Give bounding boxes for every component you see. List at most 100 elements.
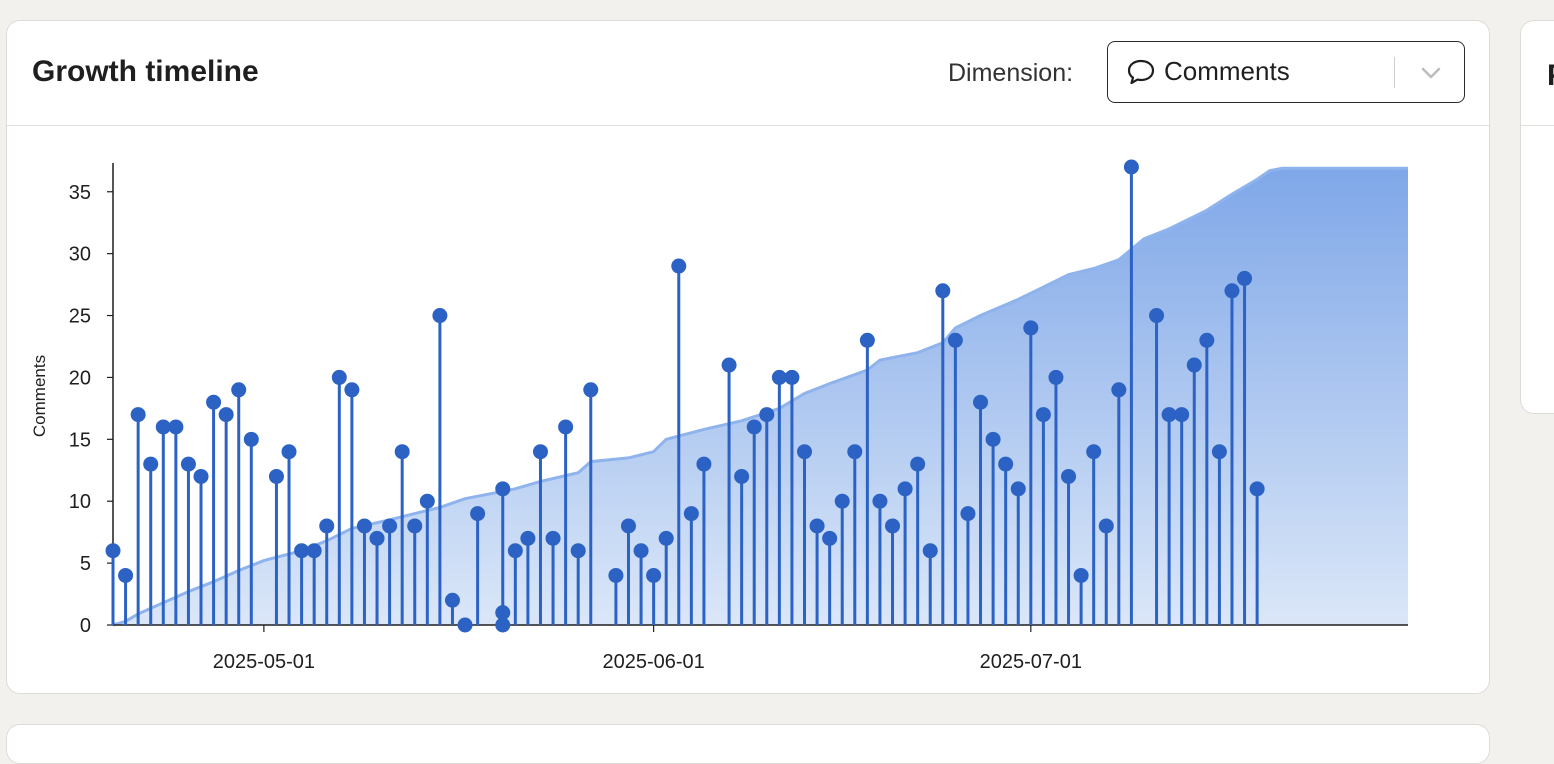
data-point bbox=[746, 419, 762, 435]
data-point bbox=[180, 456, 196, 472]
data-point bbox=[847, 444, 863, 460]
y-tick-label: 5 bbox=[80, 553, 91, 575]
select-separator bbox=[1394, 57, 1395, 88]
y-axis-label: Comments bbox=[30, 355, 49, 437]
data-point bbox=[570, 543, 586, 559]
data-point bbox=[369, 530, 385, 546]
data-point bbox=[947, 332, 963, 348]
data-point bbox=[872, 493, 888, 509]
dimension-select[interactable]: Comments bbox=[1107, 41, 1465, 103]
data-point bbox=[834, 493, 850, 509]
data-point bbox=[130, 407, 146, 423]
data-point bbox=[721, 357, 737, 373]
data-point bbox=[1199, 332, 1215, 348]
data-point bbox=[331, 369, 347, 385]
data-point bbox=[608, 567, 624, 583]
data-point bbox=[973, 394, 989, 410]
data-point bbox=[382, 518, 398, 534]
chart-area: 0 5 10 15 20 25 30 35 Comments 2025-05-01 2025-06-… bbox=[7, 125, 1489, 693]
data-point bbox=[1061, 468, 1077, 484]
data-point bbox=[206, 394, 222, 410]
x-tick-label: 2025-05-01 bbox=[213, 651, 315, 673]
data-point bbox=[1249, 481, 1265, 497]
data-point bbox=[1111, 382, 1127, 398]
data-point bbox=[319, 518, 335, 534]
side-card: P bbox=[1520, 20, 1554, 414]
data-point bbox=[696, 456, 712, 472]
y-tick-label: 15 bbox=[69, 429, 91, 451]
side-card-divider bbox=[1521, 125, 1554, 126]
data-point bbox=[419, 493, 435, 509]
data-point bbox=[243, 431, 259, 447]
side-card-title: P bbox=[1547, 59, 1554, 93]
data-point bbox=[960, 506, 976, 522]
data-point bbox=[545, 530, 561, 546]
growth-timeline-card: Growth timeline Dimension: Comments 0 5 10… bbox=[6, 20, 1490, 694]
data-point bbox=[294, 543, 310, 559]
data-point bbox=[646, 567, 662, 583]
speech-bubble-icon bbox=[1127, 59, 1155, 85]
cumulative-area bbox=[113, 168, 1408, 625]
data-point bbox=[495, 617, 511, 633]
data-point bbox=[558, 419, 574, 435]
data-point bbox=[1073, 567, 1089, 583]
data-point bbox=[734, 468, 750, 484]
data-point bbox=[407, 518, 423, 534]
data-point bbox=[457, 617, 473, 633]
data-point bbox=[1086, 444, 1102, 460]
data-point bbox=[822, 530, 838, 546]
data-point bbox=[193, 468, 209, 484]
data-point bbox=[1023, 320, 1039, 336]
data-point bbox=[1149, 308, 1165, 324]
data-point bbox=[394, 444, 410, 460]
data-point bbox=[998, 456, 1014, 472]
data-point bbox=[784, 369, 800, 385]
data-point bbox=[859, 332, 875, 348]
data-point bbox=[620, 518, 636, 534]
data-point bbox=[281, 444, 297, 460]
y-tick-label: 35 bbox=[69, 182, 91, 204]
data-point bbox=[306, 543, 322, 559]
data-point bbox=[910, 456, 926, 472]
data-point bbox=[168, 419, 184, 435]
data-point bbox=[507, 543, 523, 559]
data-point bbox=[356, 518, 372, 534]
chevron-down-icon[interactable] bbox=[1418, 62, 1444, 84]
data-point bbox=[809, 518, 825, 534]
bottom-card bbox=[6, 724, 1490, 764]
data-point bbox=[1186, 357, 1202, 373]
data-point bbox=[344, 382, 360, 398]
data-point bbox=[771, 369, 787, 385]
data-point bbox=[155, 419, 171, 435]
data-point bbox=[1211, 444, 1227, 460]
data-point bbox=[671, 258, 687, 274]
data-point bbox=[658, 530, 674, 546]
data-point bbox=[1123, 159, 1139, 175]
data-point bbox=[1224, 283, 1240, 299]
data-point bbox=[231, 382, 247, 398]
data-point bbox=[897, 481, 913, 497]
data-point bbox=[520, 530, 536, 546]
data-point bbox=[218, 407, 234, 423]
data-point bbox=[759, 407, 775, 423]
data-point bbox=[1237, 270, 1253, 286]
data-point bbox=[935, 283, 951, 299]
x-tick-label: 2025-07-01 bbox=[980, 651, 1082, 673]
data-point bbox=[268, 468, 284, 484]
data-point bbox=[885, 518, 901, 534]
data-point bbox=[532, 444, 548, 460]
data-point bbox=[1098, 518, 1114, 534]
data-point bbox=[683, 506, 699, 522]
data-point bbox=[1010, 481, 1026, 497]
dimension-value: Comments bbox=[1164, 56, 1290, 86]
y-tick-label: 10 bbox=[69, 491, 91, 513]
data-point bbox=[797, 444, 813, 460]
data-point bbox=[633, 543, 649, 559]
y-tick-label: 30 bbox=[69, 244, 91, 266]
data-point bbox=[985, 431, 1001, 447]
dimension-label: Dimension: bbox=[948, 59, 1074, 87]
data-point bbox=[1174, 407, 1190, 423]
data-point bbox=[495, 481, 511, 497]
data-point bbox=[922, 543, 938, 559]
data-point bbox=[444, 592, 460, 608]
